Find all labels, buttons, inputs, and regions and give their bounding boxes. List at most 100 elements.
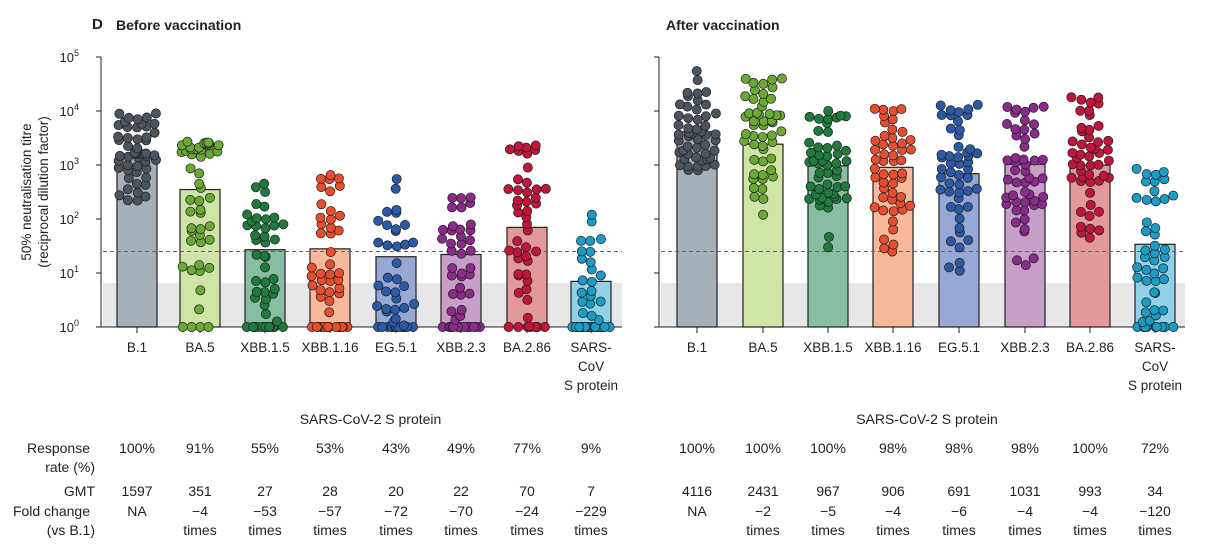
data-point	[577, 308, 588, 319]
data-point	[757, 170, 768, 180]
data-point	[307, 280, 318, 291]
data-point	[577, 296, 588, 307]
data-point	[749, 191, 760, 202]
data-point	[905, 135, 916, 145]
row-label-fold: Fold change	[13, 503, 90, 519]
data-point	[150, 108, 161, 119]
data-point	[446, 238, 456, 249]
data-point	[972, 99, 983, 110]
data-point	[945, 105, 956, 116]
data-point	[878, 177, 889, 188]
data-point	[593, 315, 604, 325]
data-point	[398, 320, 409, 331]
data-point	[806, 147, 816, 158]
data-point	[813, 125, 824, 136]
data-point	[513, 141, 524, 152]
data-point	[823, 126, 833, 137]
x-tick-label: XBB.1.5	[240, 340, 290, 355]
data-point	[264, 322, 275, 332]
data-point	[953, 141, 964, 152]
x-tick-label: CoV	[1142, 359, 1168, 374]
fold-change-value: times	[379, 522, 412, 538]
response-rate-value: 100%	[679, 440, 715, 456]
data-point	[195, 285, 206, 296]
data-point	[325, 206, 336, 216]
data-point	[748, 94, 759, 104]
data-point	[268, 274, 279, 284]
data-point	[766, 130, 777, 141]
data-point	[521, 251, 531, 262]
data-point	[963, 104, 974, 115]
data-point	[896, 155, 907, 166]
data-point	[1002, 155, 1013, 166]
y-tick-label: 102	[60, 210, 79, 227]
data-point	[887, 187, 898, 198]
data-point	[177, 261, 188, 272]
data-point	[776, 126, 787, 137]
response-rate-value: 100%	[119, 440, 155, 456]
data-point	[674, 99, 685, 110]
data-point	[325, 170, 336, 181]
fold-change-value: −4	[1017, 503, 1033, 519]
data-point	[194, 168, 205, 179]
data-point	[531, 184, 542, 195]
data-point	[1067, 136, 1078, 147]
data-point	[1028, 253, 1039, 264]
y-tick-label: 101	[60, 264, 79, 281]
data-point	[757, 132, 768, 142]
data-point	[325, 222, 336, 233]
data-point	[372, 301, 383, 311]
response-rate-value: 100%	[745, 440, 781, 456]
data-point	[1085, 142, 1096, 153]
data-point	[1159, 194, 1170, 205]
data-point	[586, 209, 597, 220]
data-point	[576, 246, 587, 257]
data-point	[870, 172, 881, 183]
data-point	[269, 283, 280, 294]
data-point	[1029, 195, 1040, 206]
data-point	[324, 307, 335, 318]
data-point	[182, 136, 193, 147]
data-point	[141, 148, 151, 159]
data-point	[1132, 262, 1143, 273]
data-point	[1084, 105, 1095, 116]
gmt-value: 993	[1078, 483, 1102, 499]
data-point	[306, 262, 317, 273]
data-point	[905, 144, 916, 155]
data-point	[1141, 275, 1152, 286]
data-point	[683, 123, 694, 134]
data-point	[700, 120, 711, 131]
data-point	[123, 141, 133, 152]
data-point	[186, 235, 196, 246]
data-point	[870, 135, 881, 146]
data-point	[879, 149, 890, 160]
data-point	[521, 196, 532, 207]
response-rate-value: 53%	[316, 440, 344, 456]
data-point	[1002, 102, 1013, 112]
data-point	[132, 187, 143, 198]
data-point	[1150, 196, 1161, 207]
fold-change-value: times	[1073, 522, 1106, 538]
data-point	[504, 144, 515, 155]
data-point	[841, 145, 851, 156]
data-point	[204, 234, 215, 245]
y-tick-label: 105	[60, 48, 79, 65]
fold-change-value: times	[876, 522, 909, 538]
data-point	[869, 163, 880, 174]
panel-after: B.1 BA.5 XBB.1.5 XBB.1.16 EG.5.1 XBB.2.3 BA.2.…	[654, 56, 1185, 538]
data-point	[447, 221, 458, 232]
data-point	[945, 167, 956, 178]
data-point	[888, 178, 899, 189]
data-point	[1168, 190, 1179, 201]
row-label-response: Response	[27, 440, 90, 456]
x-tick-label: XBB.1.5	[803, 340, 853, 355]
y-tick-label: 100	[60, 318, 79, 335]
data-point	[692, 75, 703, 86]
data-point	[185, 206, 196, 217]
data-point	[251, 286, 262, 297]
data-point	[522, 312, 533, 323]
x-tick-label: BA.2.86	[503, 340, 551, 355]
data-point	[382, 272, 393, 283]
data-point	[963, 235, 974, 246]
